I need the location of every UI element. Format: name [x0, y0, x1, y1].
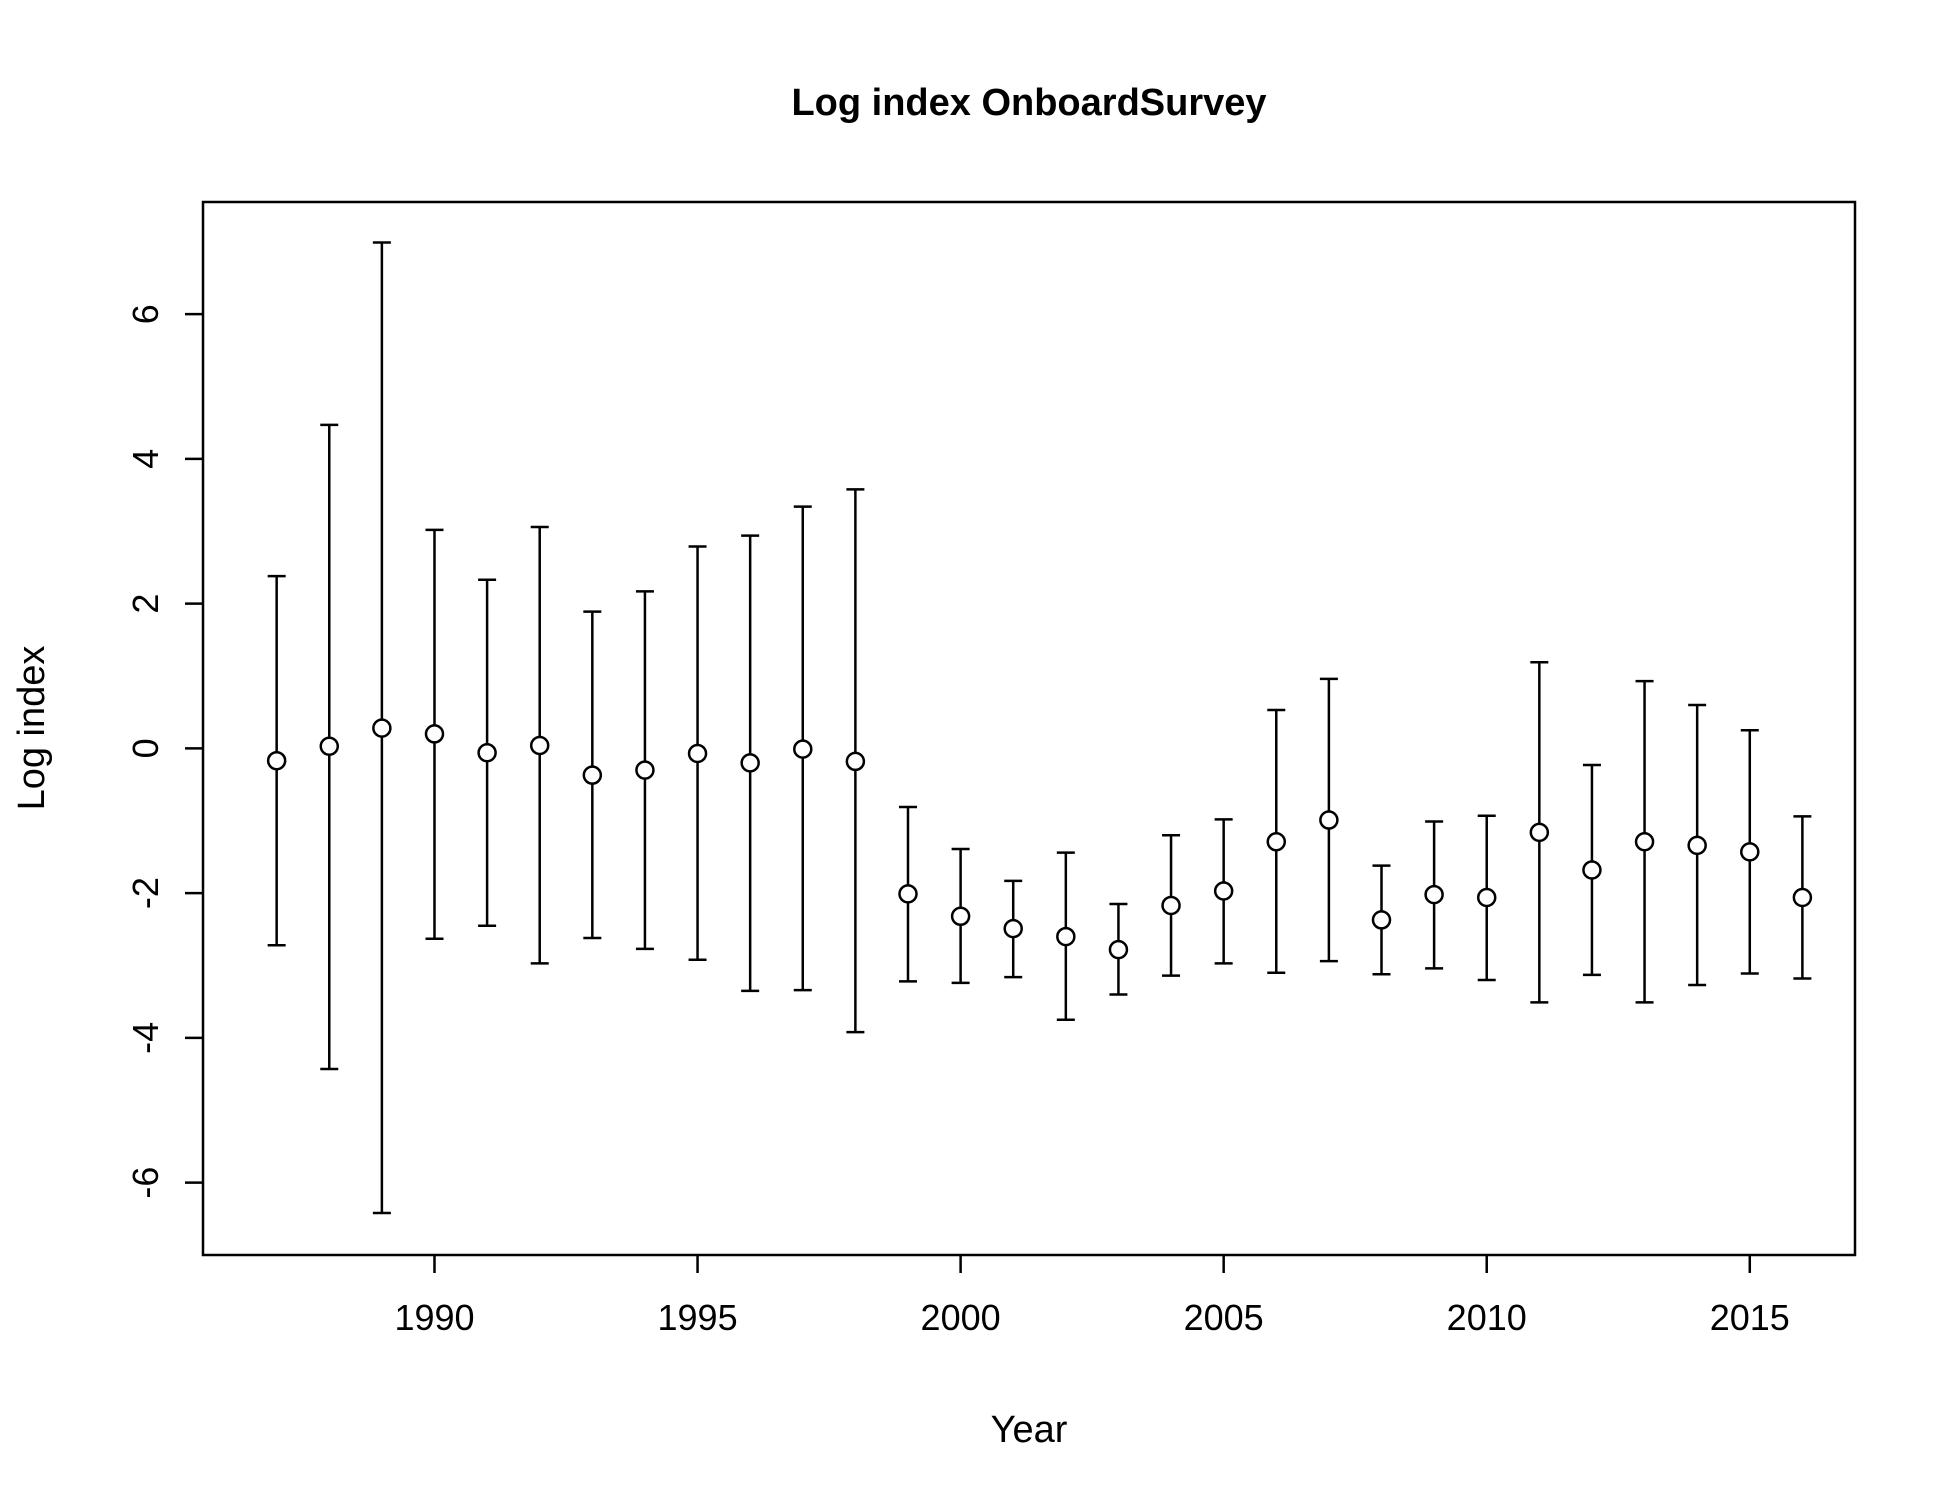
plot-frame: [201, 200, 1857, 1257]
data-point: [424, 724, 445, 744]
data-point: [635, 760, 655, 780]
data-point: [950, 906, 971, 927]
data-point: [266, 750, 287, 771]
data-point: [1582, 860, 1602, 880]
y-axis: -6 -4 -2 0 2 4 6: [125, 304, 203, 1199]
data-point: [582, 765, 603, 785]
data-point: [845, 751, 866, 772]
x-tick-label: 2015: [1710, 1297, 1790, 1338]
x-tick-label: 2000: [921, 1297, 1001, 1338]
chart-title: Log index OnboardSurvey: [791, 82, 1266, 124]
data-point: [1740, 842, 1760, 862]
data-point: [1213, 881, 1234, 901]
data-point: [1529, 822, 1550, 843]
y-axis-label: Log index: [11, 646, 53, 811]
data-point: [687, 743, 708, 764]
data-point: [1003, 918, 1023, 939]
data-points: [266, 718, 1813, 960]
data-point: [319, 736, 340, 756]
data-point: [1371, 910, 1392, 930]
y-tick-label: 6: [125, 304, 166, 324]
data-point: [1687, 835, 1707, 856]
y-tick-label: -2: [125, 877, 166, 909]
data-point: [1319, 810, 1339, 830]
data-point: [477, 742, 497, 763]
x-tick-label: 1995: [658, 1297, 738, 1338]
data-point: [1266, 832, 1287, 852]
y-tick-label: 0: [125, 738, 166, 758]
data-point: [1476, 887, 1497, 908]
data-point: [1108, 939, 1129, 960]
x-tick-label: 2005: [1184, 1297, 1264, 1338]
y-tick-label: 2: [125, 594, 166, 614]
data-point: [1161, 895, 1181, 916]
data-point: [1056, 926, 1076, 947]
error-bars: [267, 241, 1812, 1215]
y-tick-label: -4: [125, 1022, 166, 1054]
x-tick-label: 2010: [1447, 1297, 1527, 1338]
data-point: [372, 718, 392, 738]
data-point: [1424, 884, 1444, 905]
data-point: [1792, 887, 1813, 908]
x-axis: 1990 1995 2000 2005 2010 2015: [394, 1255, 1790, 1338]
data-point: [898, 884, 918, 904]
data-point: [740, 753, 760, 773]
y-tick-label: -6: [125, 1167, 166, 1199]
data-point: [793, 739, 813, 759]
x-tick-label: 1990: [394, 1297, 474, 1338]
data-point: [529, 735, 550, 756]
data-point: [1634, 832, 1655, 852]
y-tick-label: 4: [125, 449, 166, 469]
x-axis-label: Year: [991, 1409, 1068, 1451]
